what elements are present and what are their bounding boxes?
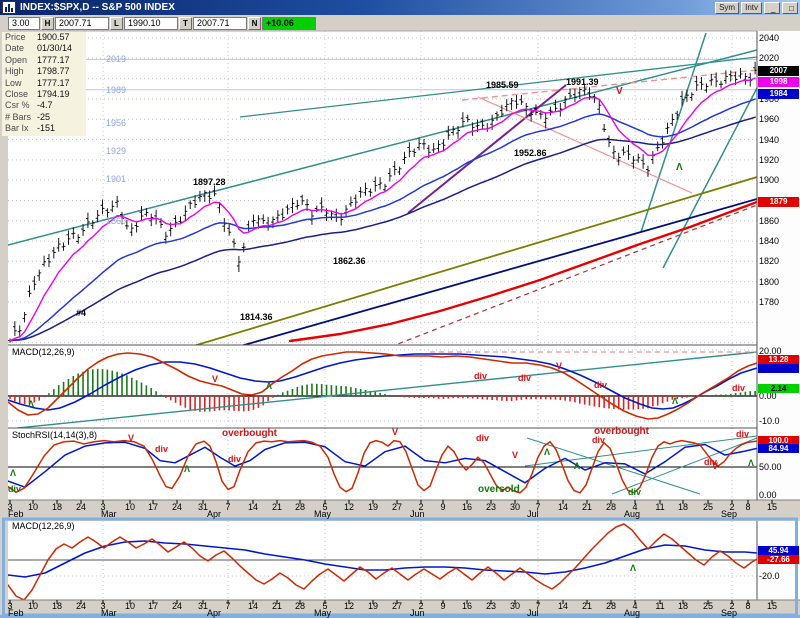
quote-field-value[interactable]: 2007.71: [55, 16, 109, 30]
cursor-data-panel: Price 1900.57 Date 01/30/14 Open 1777.17 High 1…: [2, 32, 86, 136]
macd1-label: MACD(12,26,9): [12, 347, 75, 357]
cursor-row: Low 1777.17: [5, 77, 70, 88]
chart-icon: [2, 1, 16, 14]
stochrsi-label: StochRSI(14,14(3),8): [12, 430, 98, 440]
cursor-row: Bar Ix -151: [5, 123, 56, 134]
window-title: INDEX:$SPX,D -- S&P 500 INDEX: [20, 2, 175, 13]
quote-field-label[interactable]: L: [110, 16, 123, 30]
macd2-label: MACD(12,26,9): [12, 521, 75, 531]
quote-field-label[interactable]: H: [41, 16, 54, 30]
quote-field-value[interactable]: 1990.10: [124, 16, 178, 30]
ohlc-bars: [8, 61, 757, 343]
quote-field-label[interactable]: T: [179, 16, 192, 30]
cursor-row: High 1798.77: [5, 66, 70, 77]
sym-button[interactable]: Sym: [715, 1, 740, 14]
title-bar[interactable]: INDEX:$SPX,D -- S&P 500 INDEX Sym Intv _…: [0, 0, 800, 15]
minimize-button[interactable]: _: [764, 1, 780, 14]
quote-strip: 3.00 H 2007.71 L 1990.10 T 2007.71 N +10.06: [0, 15, 800, 31]
cursor-row: Open 1777.17: [5, 54, 70, 65]
quote-field-value[interactable]: 2007.71: [193, 16, 247, 30]
cursor-row: Close 1794.19: [5, 88, 70, 99]
cursor-row: Price 1900.57: [5, 32, 70, 42]
cursor-row: # Bars -25: [5, 111, 51, 122]
intv-button[interactable]: Intv: [741, 1, 762, 14]
maximize-button[interactable]: □: [782, 1, 798, 14]
interval-box[interactable]: 3.00: [8, 16, 40, 30]
cursor-row: Date 01/30/14: [5, 43, 73, 54]
quote-field-label[interactable]: N: [248, 16, 261, 30]
cursor-row: Csr % -4.7: [5, 100, 53, 111]
quote-field-value[interactable]: +10.06: [262, 16, 316, 30]
